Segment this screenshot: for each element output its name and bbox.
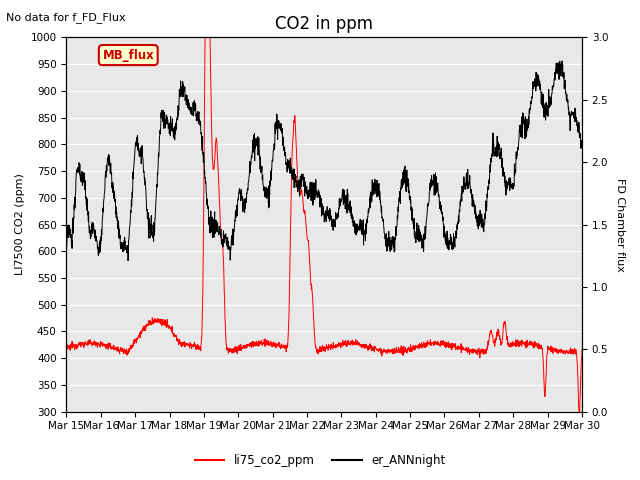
- Title: CO2 in ppm: CO2 in ppm: [275, 15, 373, 33]
- Legend: li75_co2_ppm, er_ANNnight: li75_co2_ppm, er_ANNnight: [190, 449, 450, 472]
- Y-axis label: FD Chamber flux: FD Chamber flux: [615, 178, 625, 272]
- Text: MB_flux: MB_flux: [102, 48, 154, 61]
- Text: No data for f_FD_Flux: No data for f_FD_Flux: [6, 12, 126, 23]
- Y-axis label: LI7500 CO2 (ppm): LI7500 CO2 (ppm): [15, 174, 25, 276]
